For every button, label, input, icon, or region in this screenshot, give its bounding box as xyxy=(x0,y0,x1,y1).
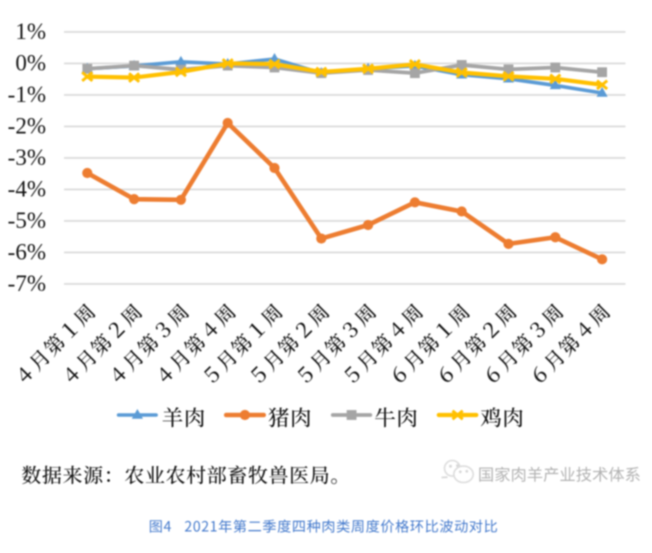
svg-text:-3%: -3% xyxy=(8,145,46,170)
svg-text:0%: 0% xyxy=(15,50,46,75)
svg-text:1%: 1% xyxy=(15,19,46,44)
svg-text:-1%: -1% xyxy=(8,82,46,107)
svg-text:-5%: -5% xyxy=(8,208,46,233)
svg-text:-4%: -4% xyxy=(8,176,46,201)
svg-text:-6%: -6% xyxy=(8,239,46,264)
svg-text:-7%: -7% xyxy=(8,271,46,296)
svg-text:-2%: -2% xyxy=(8,113,46,138)
